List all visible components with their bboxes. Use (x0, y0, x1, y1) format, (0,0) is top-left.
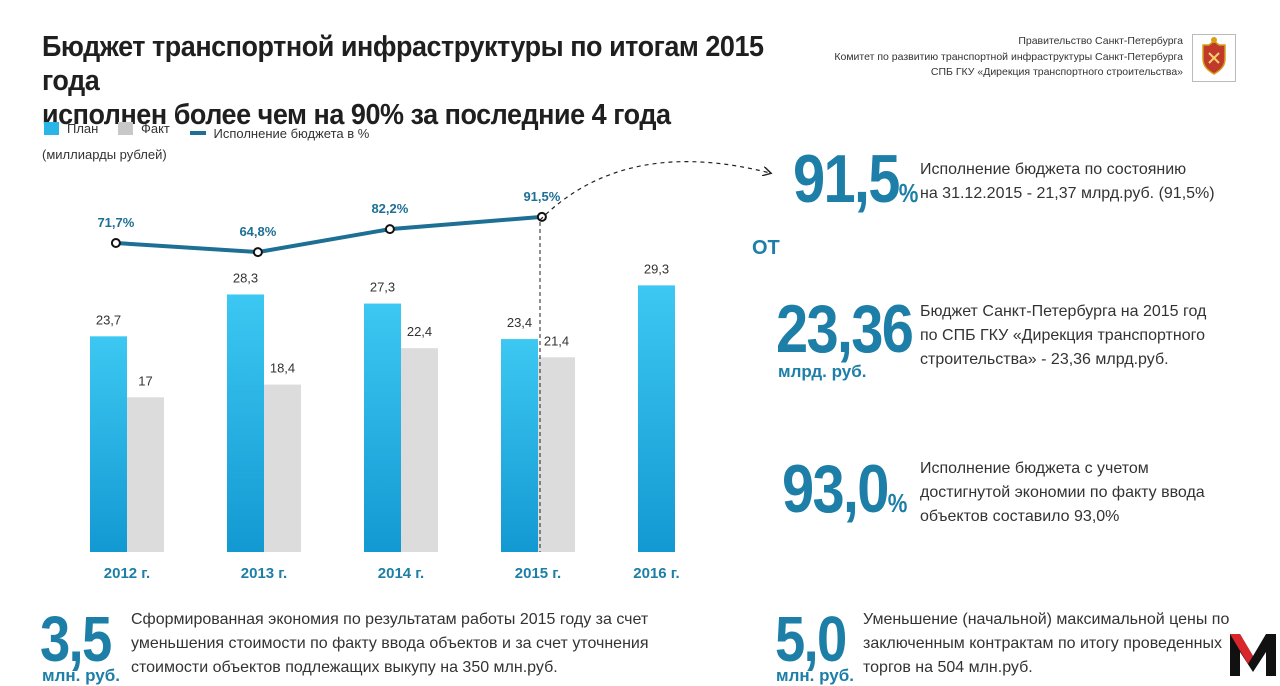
legend-plan: План (44, 121, 98, 136)
stat-2-value: 23,36 (776, 290, 914, 368)
execution-label: 82,2% (371, 201, 408, 216)
legend-fact: Факт (117, 121, 170, 136)
bottom-1-text-line: Сформированная экономия по результатам р… (131, 611, 649, 628)
stat-1-number: 91,5 (793, 141, 900, 217)
execution-label: 91,5% (523, 189, 560, 204)
bottom-1-value: 3,5 (40, 603, 112, 675)
execution-line (115, 214, 543, 255)
organization-block: Правительство Санкт-Петербурга Комитет п… (834, 34, 1183, 81)
bar-plan-label: 27,3 (370, 280, 395, 295)
org-line-1: Правительство Санкт-Петербурга (1018, 35, 1183, 47)
bar-fact (127, 397, 164, 552)
x-tick-label: 2016 г. (633, 565, 679, 582)
bar-fact-label: 21,4 (544, 333, 569, 348)
stat-1-text-line: Исполнение бюджета по состоянию (920, 161, 1187, 178)
org-line-3: СПБ ГКУ «Дирекция транспортного строител… (930, 66, 1183, 78)
execution-point (536, 211, 547, 222)
stat-3-text-line: Исполнение бюджета с учетом (920, 460, 1149, 477)
bar-fact-label: 22,4 (407, 324, 432, 339)
bar-plan (638, 285, 675, 552)
execution-label: 64,8% (239, 224, 276, 239)
bar-plan (90, 336, 127, 552)
bar-plan (364, 303, 401, 552)
stat-3-text: Исполнение бюджета с учетом достигнутой … (920, 457, 1205, 529)
bottom-2-text-line: Уменьшение (начальной) максимальной цены… (863, 611, 1230, 628)
stat-1-value: 91,5% (793, 140, 918, 218)
bar-fact-label: 18,4 (270, 361, 295, 376)
bar-fact (264, 384, 301, 552)
legend-execution-label: Исполнение бюджета в % (213, 125, 370, 141)
bottom-1-unit: млн. руб. (42, 666, 120, 685)
bar-plan-label: 23,7 (96, 312, 121, 327)
bottom-2-text-line: заключенным контрактам по итогу проведен… (863, 635, 1222, 652)
stat-2-text: Бюджет Санкт-Петербурга на 2015 год по С… (920, 300, 1206, 372)
bar-fact (538, 357, 575, 552)
page-title: Бюджет транспортной инфраструктуры по ит… (42, 30, 786, 132)
bar-plan-label: 29,3 (644, 261, 669, 276)
bottom-2-text-line: торгов на 504 млн.руб. (863, 659, 1033, 676)
execution-point (252, 247, 263, 258)
x-tick-label: 2014 г. (378, 565, 424, 582)
execution-label: 71,7% (97, 215, 134, 230)
stat-3-suffix: % (887, 488, 908, 518)
stat-3-text-line: достигнутой экономии по факту ввода (920, 484, 1205, 501)
ot-label: ОТ (752, 237, 780, 259)
bottom-2-text: Уменьшение (начальной) максимальной цены… (863, 608, 1229, 680)
execution-point (110, 238, 121, 248)
x-tick-label: 2015 г. (515, 565, 561, 582)
bar-plan-label: 23,4 (507, 315, 532, 330)
bottom-1-text-line: стоимости объектов подлежащих выкупу на … (131, 659, 558, 676)
m-logo-icon (1230, 634, 1276, 676)
bottom-1-text: Сформированная экономия по результатам р… (131, 608, 649, 680)
legend-fact-swatch (117, 122, 133, 135)
legend-execution-swatch (189, 131, 206, 135)
stat-2-number: 23,36 (776, 291, 914, 367)
bar-fact (401, 348, 438, 552)
stat-2-unit: млрд. руб. (778, 362, 867, 381)
x-tick-label: 2012 г. (104, 565, 150, 582)
stat-2-text-line: по СПБ ГКУ «Дирекция транспортного (920, 327, 1205, 344)
bottom-2-unit: млн. руб. (776, 666, 854, 685)
unit-note: (миллиарды рублей) (42, 147, 167, 162)
coat-of-arms-icon (1192, 34, 1236, 82)
legend-plan-swatch (44, 122, 59, 135)
x-tick-label: 2013 г. (241, 565, 287, 582)
title-line-2: исполнен более чем на 90% за последние 4… (42, 99, 671, 131)
legend-execution: Исполнение бюджета в % (189, 125, 370, 141)
stat-1-text: Исполнение бюджета по состоянию на 31.12… (920, 158, 1215, 206)
bar-plan (501, 339, 538, 552)
stat-2-text-line: Бюджет Санкт-Петербурга на 2015 год (920, 303, 1207, 320)
bottom-2-value: 5,0 (775, 603, 847, 675)
connector-arrow (539, 161, 770, 221)
bottom-1-text-line: уменьшения стоимости по факту ввода объе… (131, 635, 649, 652)
stat-1-suffix: % (898, 178, 919, 208)
stat-3-number: 93,0 (782, 451, 889, 527)
bar-plan-label: 28,3 (233, 270, 258, 285)
bar-plan (227, 294, 264, 552)
stat-3-text-line: объектов составило 93,0% (920, 508, 1120, 525)
legend-plan-label: План (67, 121, 99, 136)
stat-3-value: 93,0% (782, 450, 907, 528)
org-line-2: Комитет по развитию транспортной инфраст… (834, 50, 1183, 63)
stat-2-text-line: строительства» - 23,36 млрд.руб. (920, 351, 1169, 368)
title-line-1: Бюджет транспортной инфраструктуры по ит… (42, 31, 764, 97)
bar-fact-label: 17 (138, 373, 152, 388)
stat-1-text-line: на 31.12.2015 - 21,37 млрд.руб. (91,5%) (920, 185, 1215, 202)
chart-legend: План Факт Исполнение бюджета в % (44, 121, 385, 141)
execution-point (384, 224, 395, 235)
legend-fact-label: Факт (140, 121, 170, 136)
